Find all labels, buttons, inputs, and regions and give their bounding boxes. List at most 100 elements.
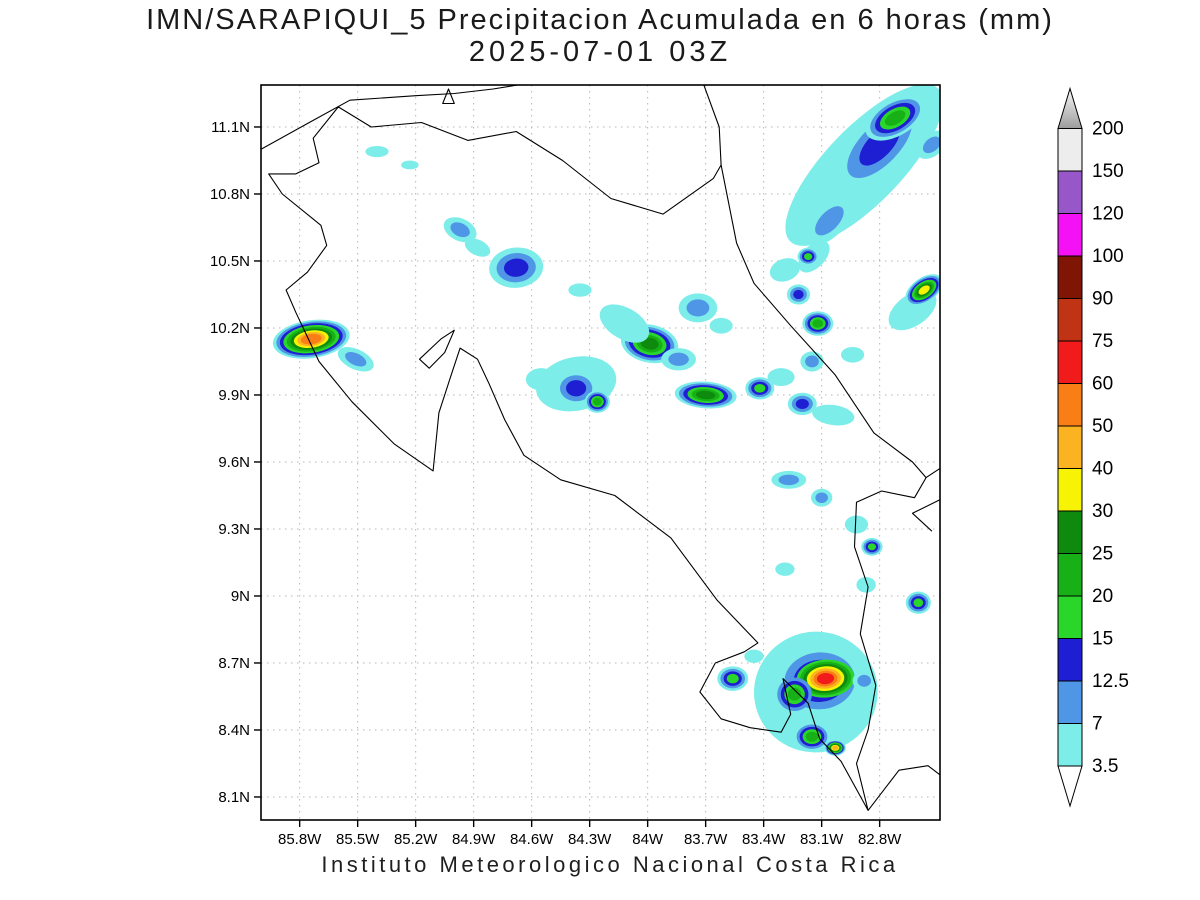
outline-costa-rica xyxy=(268,106,927,811)
precip-cell-ring xyxy=(918,285,930,295)
x-tick-label: 85.5W xyxy=(336,831,380,848)
precip-cell-ring xyxy=(754,383,766,393)
colorbar-band xyxy=(1057,255,1083,299)
outline-lake-nicaragua-shore xyxy=(261,85,521,150)
colorbar-band xyxy=(1057,680,1083,724)
precip-cell-ring xyxy=(365,145,389,158)
colorbar-label: 100 xyxy=(1092,246,1124,267)
colorbar-label: 12.5 xyxy=(1092,671,1129,692)
coastlines xyxy=(261,85,940,811)
precip-cell-ring xyxy=(767,368,795,387)
precip-cell-ring xyxy=(793,289,804,300)
x-tick-label: 82.8W xyxy=(858,831,902,848)
precip-cell-ring xyxy=(867,543,877,551)
x-tick-label: 84W xyxy=(632,831,664,848)
y-tick-label: 11.1N xyxy=(211,119,250,136)
y-tick-label: 10.8N xyxy=(210,186,250,203)
axis-ticks xyxy=(254,126,881,827)
colorbar-band xyxy=(1057,383,1083,427)
precip-cell-ring xyxy=(450,222,470,238)
precip-cell-ring xyxy=(401,160,419,170)
precip-cell-ring xyxy=(805,731,819,742)
colorbar-label: 40 xyxy=(1092,459,1113,480)
precip-cell-ring xyxy=(503,258,529,277)
footer-caption: Instituto Meteorologico Nacional Costa R… xyxy=(321,852,899,877)
precip-cell-ring xyxy=(922,136,940,154)
precip-cell-ring xyxy=(778,474,800,486)
colorbar-band xyxy=(1057,425,1083,469)
colorbar-label: 60 xyxy=(1092,374,1113,395)
outline-panama-lagoon xyxy=(911,499,940,532)
colorbar-band xyxy=(1057,595,1083,639)
colorbar-label: 3.5 xyxy=(1092,756,1118,777)
precip-cell-ring xyxy=(816,672,835,685)
precip-cell-ring xyxy=(815,492,828,503)
x-tick-label: 84.9W xyxy=(452,831,496,848)
chart-subtitle: 2025-07-01 03Z xyxy=(468,36,732,68)
precip-cell-ring xyxy=(709,317,733,334)
precip-cell-ring xyxy=(812,319,824,328)
axis-labels: 85.8W 85.5W 85.2W 84.9W 84.6W 84.3W 84W 83.7W 83… xyxy=(210,119,902,848)
precip-cell-ring xyxy=(566,380,587,397)
x-tick-label: 83.1W xyxy=(800,831,844,848)
colorbar-label: 30 xyxy=(1092,501,1113,522)
precip-cell-ring xyxy=(525,368,557,391)
x-tick-label: 84.3W xyxy=(568,831,612,848)
precip-cell-ring xyxy=(856,576,876,593)
y-tick-label: 8.7N xyxy=(218,655,250,672)
colorbar-label: 20 xyxy=(1092,586,1113,607)
map-frame xyxy=(260,84,941,821)
y-tick-label: 8.4N xyxy=(218,722,250,739)
y-tick-label: 10.2N xyxy=(210,320,250,337)
colorbar-label: 200 xyxy=(1092,119,1124,140)
y-tick-label: 9.6N xyxy=(218,454,250,471)
colorbar-label: 50 xyxy=(1092,416,1113,437)
colorbar-label: 75 xyxy=(1092,331,1113,352)
colorbar-band xyxy=(1057,340,1083,384)
precip-cell-ring xyxy=(812,404,855,426)
colorbar-band xyxy=(1057,468,1083,512)
precip-cell-ring xyxy=(804,253,813,260)
precip-cell-ring xyxy=(844,515,869,534)
precip-cell-ring xyxy=(726,673,739,684)
precip-cell-ring xyxy=(840,346,865,363)
chart-title: IMN/SARAPIQUI_5 Precipitacion Acumulada … xyxy=(146,4,1054,36)
y-tick-label: 10.5N xyxy=(210,253,250,270)
precip-cell-ring xyxy=(815,206,844,236)
outline-lake-island-triangle xyxy=(442,88,455,105)
colorbar-under-arrow xyxy=(1057,765,1083,808)
colorbar-band xyxy=(1057,213,1083,257)
precip-cell-ring xyxy=(568,283,592,297)
precip-cell-ring xyxy=(593,397,602,406)
x-tick-label: 85.8W xyxy=(278,831,322,848)
x-tick-label: 84.6W xyxy=(510,831,554,848)
colorbar-band xyxy=(1057,128,1083,172)
precip-cell-ring xyxy=(599,304,650,343)
colorbar: 3.5 7 12.5 15 20 25 30 40 50 60 75 90 100 120 150 200 xyxy=(1057,86,1129,808)
precip-cell-ring xyxy=(884,110,906,126)
colorbar-band xyxy=(1057,638,1083,682)
precip-cell-ring xyxy=(744,649,764,663)
colorbar-label: 25 xyxy=(1092,544,1113,565)
colorbar-band xyxy=(1057,170,1083,214)
outline-nicaragua-caribbean-coast xyxy=(703,85,722,166)
precip-cell-ring xyxy=(345,352,367,367)
precip-cell-ring xyxy=(805,355,819,368)
precip-cell-ring xyxy=(857,674,872,687)
x-tick-label: 83.7W xyxy=(684,831,728,848)
y-tick-label: 9.9N xyxy=(218,387,250,404)
colorbar-label: 90 xyxy=(1092,289,1113,310)
precip-cell-ring xyxy=(775,562,795,576)
precip-cell-ring xyxy=(695,390,716,400)
colorbar-over-arrow xyxy=(1057,86,1083,129)
colorbar-band xyxy=(1057,298,1083,342)
precip-cell-ring xyxy=(464,238,491,257)
colorbar-band xyxy=(1057,553,1083,597)
colorbar-label: 7 xyxy=(1092,714,1103,735)
precip-cell-ring xyxy=(913,598,924,607)
precip-cells xyxy=(272,85,940,756)
x-tick-label: 85.2W xyxy=(394,831,438,848)
precip-cell-ring xyxy=(668,352,689,366)
